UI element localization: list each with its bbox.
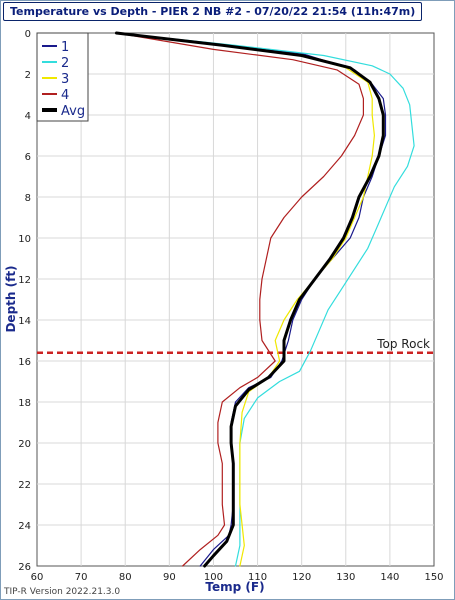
legend-label-3: 3 — [61, 72, 69, 87]
y-tick-label: 12 — [18, 275, 31, 286]
y-tick-label: 14 — [18, 316, 31, 327]
version-text: TIP-R Version 2022.21.3.0 — [4, 587, 121, 597]
x-tick-label: 60 — [31, 572, 44, 583]
y-tick-label: 20 — [18, 439, 31, 450]
plot-area — [36, 32, 435, 567]
y-tick-label: 22 — [18, 480, 31, 491]
legend-label-4: 4 — [61, 88, 69, 103]
top-rock-label: Top Rock — [376, 337, 430, 351]
series-line-avg — [114, 31, 385, 568]
y-tick-label: 18 — [18, 398, 31, 409]
y-tick-label: 26 — [18, 562, 31, 573]
chart-title: Temperature vs Depth - PIER 2 NB #2 - 07… — [3, 2, 423, 21]
y-tick-label: 4 — [25, 111, 31, 122]
y-tick-label: 6 — [25, 152, 31, 163]
x-tick-label: 120 — [292, 572, 311, 583]
y-tick-label: 2 — [25, 70, 31, 81]
x-tick-label: 100 — [204, 572, 223, 583]
x-tick-label: 80 — [119, 572, 132, 583]
series-line-4 — [115, 32, 364, 567]
series-layer — [114, 31, 415, 568]
legend-label-avg: Avg — [61, 104, 85, 119]
y-axis-label: Depth (ft) — [4, 265, 18, 332]
y-tick-label: 16 — [18, 357, 31, 368]
x-tick-label: 130 — [336, 572, 355, 583]
y-tick-label: 10 — [18, 234, 31, 245]
y-tick-label: 8 — [25, 193, 31, 204]
top-rock-group: Top Rock — [37, 337, 434, 355]
x-axis-label: Temp (F) — [205, 580, 264, 594]
x-tick-label: 150 — [424, 572, 443, 583]
x-tick-label: 110 — [248, 572, 267, 583]
y-tick-label: 0 — [25, 29, 31, 40]
y-tick-label: 24 — [18, 521, 31, 532]
x-tick-labels: 60 70 80 90 100 110 120 130 140 150 — [31, 572, 444, 583]
legend-label-1: 1 — [61, 40, 69, 55]
x-tick-label: 140 — [380, 572, 399, 583]
x-tick-label: 90 — [163, 572, 176, 583]
x-tick-label: 70 — [75, 572, 88, 583]
legend-label-2: 2 — [61, 56, 69, 71]
